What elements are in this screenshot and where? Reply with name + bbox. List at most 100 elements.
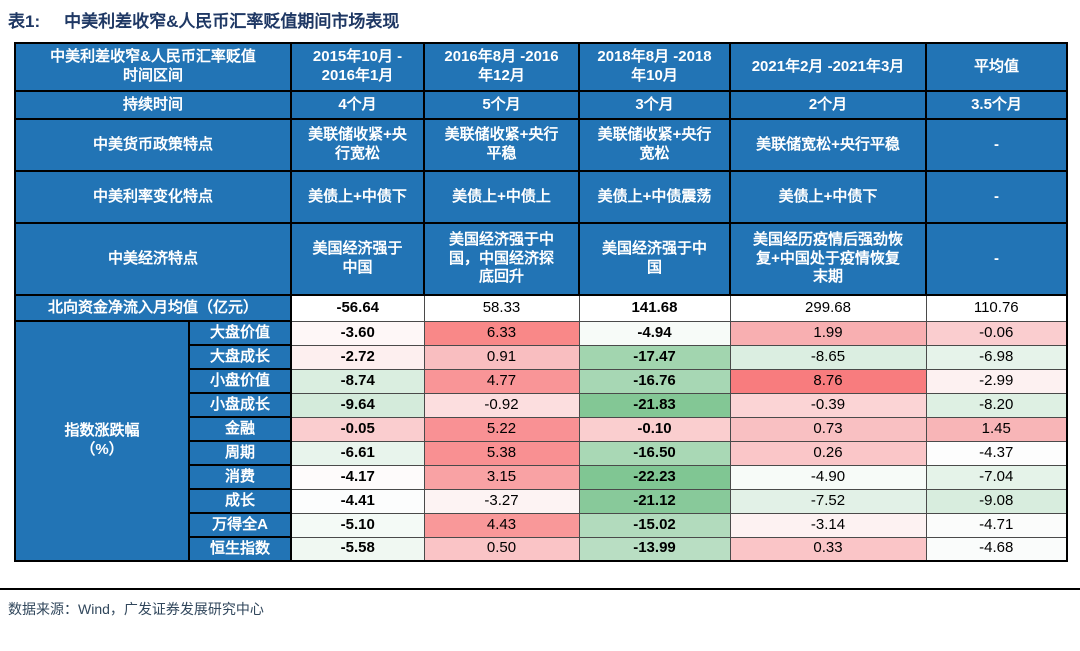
row-label-duration: 持续时间 [14, 90, 292, 120]
data-source: 数据来源：Wind，广发证券发展研究中心 [8, 601, 264, 617]
northbound-value: -56.64 [290, 294, 425, 322]
northbound-value: 58.33 [423, 294, 580, 322]
footer-divider [0, 588, 1080, 590]
index-name: 小盘价值 [188, 368, 292, 394]
index-name: 消费 [188, 464, 292, 490]
index-value: -0.10 [578, 416, 731, 442]
index-value: 3.15 [423, 464, 580, 490]
northbound-value: 299.68 [729, 294, 927, 322]
index-name: 小盘成长 [188, 392, 292, 418]
index-value: 5.22 [423, 416, 580, 442]
economy-cell: 美国经济强于中 国 [578, 222, 731, 296]
index-value: -4.41 [290, 488, 425, 514]
rate-cell: 美债上+中债下 [290, 170, 425, 224]
report-table: 中美利差收窄&人民币汇率贬值 时间区间 2015年10月 - 2016年1月 2… [14, 42, 1068, 562]
index-value: 1.45 [925, 416, 1068, 442]
economy-cell: 美国经济强于中 国，中国经济探 底回升 [423, 222, 580, 296]
index-value: -0.06 [925, 320, 1068, 346]
index-value: 8.76 [729, 368, 927, 394]
index-value: -16.50 [578, 440, 731, 466]
index-value: -4.17 [290, 464, 425, 490]
index-value: 0.73 [729, 416, 927, 442]
policy-cell: 美联储收紧+央 行宽松 [290, 118, 425, 172]
period-header-cell: 2021年2月 -2021年3月 [729, 42, 927, 92]
index-value: -3.27 [423, 488, 580, 514]
index-value: -4.68 [925, 536, 1068, 562]
duration-cell: 5个月 [423, 90, 580, 120]
period-header-cell: 2018年8月 -2018 年10月 [578, 42, 731, 92]
index-value: -8.74 [290, 368, 425, 394]
index-value: -5.10 [290, 512, 425, 538]
table-number: 表1: [8, 12, 41, 31]
index-name: 大盘成长 [188, 344, 292, 370]
index-value: -4.71 [925, 512, 1068, 538]
index-value: -16.76 [578, 368, 731, 394]
index-value: 1.99 [729, 320, 927, 346]
index-name: 大盘价值 [188, 320, 292, 346]
duration-cell: 2个月 [729, 90, 927, 120]
duration-cell: 4个月 [290, 90, 425, 120]
index-value: -2.72 [290, 344, 425, 370]
index-value: 6.33 [423, 320, 580, 346]
index-name: 成长 [188, 488, 292, 514]
index-value: -21.83 [578, 392, 731, 418]
table-title-text: 中美利差收窄&人民币汇率贬值期间市场表现 [64, 12, 400, 31]
index-value: -21.12 [578, 488, 731, 514]
policy-cell: - [925, 118, 1068, 172]
index-value: -7.52 [729, 488, 927, 514]
index-value: 5.38 [423, 440, 580, 466]
corner-label: 中美利差收窄&人民币汇率贬值 时间区间 [14, 42, 292, 92]
index-value: 4.77 [423, 368, 580, 394]
rate-cell: - [925, 170, 1068, 224]
rate-cell: 美债上+中债下 [729, 170, 927, 224]
duration-cell: 3个月 [578, 90, 731, 120]
index-value: 0.91 [423, 344, 580, 370]
northbound-value: 110.76 [925, 294, 1068, 322]
rate-cell: 美债上+中债震荡 [578, 170, 731, 224]
period-header-cell: 2016年8月 -2016 年12月 [423, 42, 580, 92]
index-name: 金融 [188, 416, 292, 442]
row-label-economy: 中美经济特点 [14, 222, 292, 296]
index-value: 0.33 [729, 536, 927, 562]
index-value: -7.04 [925, 464, 1068, 490]
policy-cell: 美联储收紧+央行 平稳 [423, 118, 580, 172]
index-value: 0.26 [729, 440, 927, 466]
index-value: -6.61 [290, 440, 425, 466]
index-value: -22.23 [578, 464, 731, 490]
index-value: -4.37 [925, 440, 1068, 466]
index-value: -3.14 [729, 512, 927, 538]
duration-cell: 3.5个月 [925, 90, 1068, 120]
index-value: -17.47 [578, 344, 731, 370]
index-name: 万得全A [188, 512, 292, 538]
index-value: -9.64 [290, 392, 425, 418]
index-value: -5.58 [290, 536, 425, 562]
index-value: 0.50 [423, 536, 580, 562]
index-value: -0.39 [729, 392, 927, 418]
index-value: -6.98 [925, 344, 1068, 370]
index-value: -4.94 [578, 320, 731, 346]
economy-cell: - [925, 222, 1068, 296]
index-value: -0.05 [290, 416, 425, 442]
index-value: -9.08 [925, 488, 1068, 514]
index-value: -0.92 [423, 392, 580, 418]
index-name: 周期 [188, 440, 292, 466]
period-header-cell: 2015年10月 - 2016年1月 [290, 42, 425, 92]
index-value: -13.99 [578, 536, 731, 562]
index-value: -3.60 [290, 320, 425, 346]
index-value: -8.65 [729, 344, 927, 370]
northbound-value: 141.68 [578, 294, 731, 322]
economy-cell: 美国经历疫情后强劲恢 复+中国处于疫情恢复 末期 [729, 222, 927, 296]
index-name: 恒生指数 [188, 536, 292, 562]
northbound-label: 北向资金净流入月均值（亿元） [14, 294, 292, 322]
index-value: -4.90 [729, 464, 927, 490]
index-value: -8.20 [925, 392, 1068, 418]
policy-cell: 美联储宽松+央行平稳 [729, 118, 927, 172]
row-label-rate-change: 中美利率变化特点 [14, 170, 292, 224]
rate-cell: 美债上+中债上 [423, 170, 580, 224]
economy-cell: 美国经济强于 中国 [290, 222, 425, 296]
period-header-cell: 平均值 [925, 42, 1068, 92]
index-value: -2.99 [925, 368, 1068, 394]
row-label-monetary-policy: 中美货币政策特点 [14, 118, 292, 172]
policy-cell: 美联储收紧+央行 宽松 [578, 118, 731, 172]
index-value: 4.43 [423, 512, 580, 538]
